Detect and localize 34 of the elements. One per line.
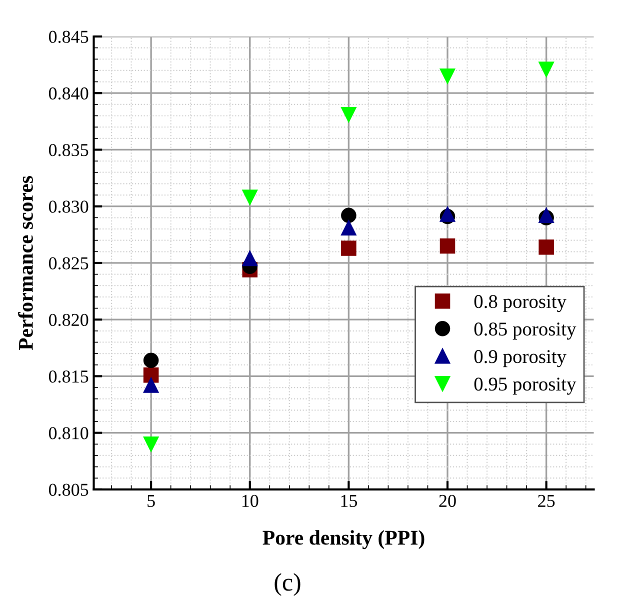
point bbox=[341, 220, 356, 236]
text: (c) bbox=[274, 573, 300, 596]
y-tick-label: 0.840 bbox=[48, 87, 88, 100]
x-axis-title: Pore density (PPI) bbox=[262, 530, 424, 550]
point bbox=[341, 106, 356, 122]
point bbox=[143, 436, 159, 452]
y-tick-label: 0.805 bbox=[48, 484, 88, 496]
y-tick-label: 0.845 bbox=[48, 30, 88, 43]
y-tick-label: 0.810 bbox=[48, 427, 88, 440]
legend-label: 0.8 porosity bbox=[474, 294, 566, 312]
point bbox=[440, 68, 456, 84]
legend-label: 0.95 porosity bbox=[474, 378, 576, 395]
point bbox=[242, 190, 258, 205]
y-axis-title: Performance scores bbox=[18, 176, 33, 350]
point bbox=[341, 240, 356, 256]
y-tick-label: 0.835 bbox=[48, 144, 88, 156]
x-tick-label: 25 bbox=[538, 494, 555, 508]
point bbox=[538, 62, 554, 77]
x-tick-label: 15 bbox=[341, 494, 358, 508]
legend-label: 0.85 porosity bbox=[474, 322, 576, 340]
y-tick-label: 0.830 bbox=[48, 200, 88, 213]
point bbox=[242, 250, 258, 266]
legend-label: 0.9 porosity bbox=[474, 350, 566, 368]
y-tick-label: 0.820 bbox=[48, 314, 88, 326]
point bbox=[341, 208, 356, 224]
point bbox=[143, 352, 159, 368]
x-tick-label: 10 bbox=[242, 494, 258, 508]
y-tick-label: 0.815 bbox=[48, 370, 88, 383]
y-tick-label: 0.825 bbox=[48, 257, 88, 270]
point bbox=[143, 378, 159, 393]
point bbox=[538, 239, 554, 255]
x-tick-label: 5 bbox=[148, 495, 155, 508]
x-tick-label: 20 bbox=[439, 494, 456, 508]
point bbox=[440, 238, 456, 254]
